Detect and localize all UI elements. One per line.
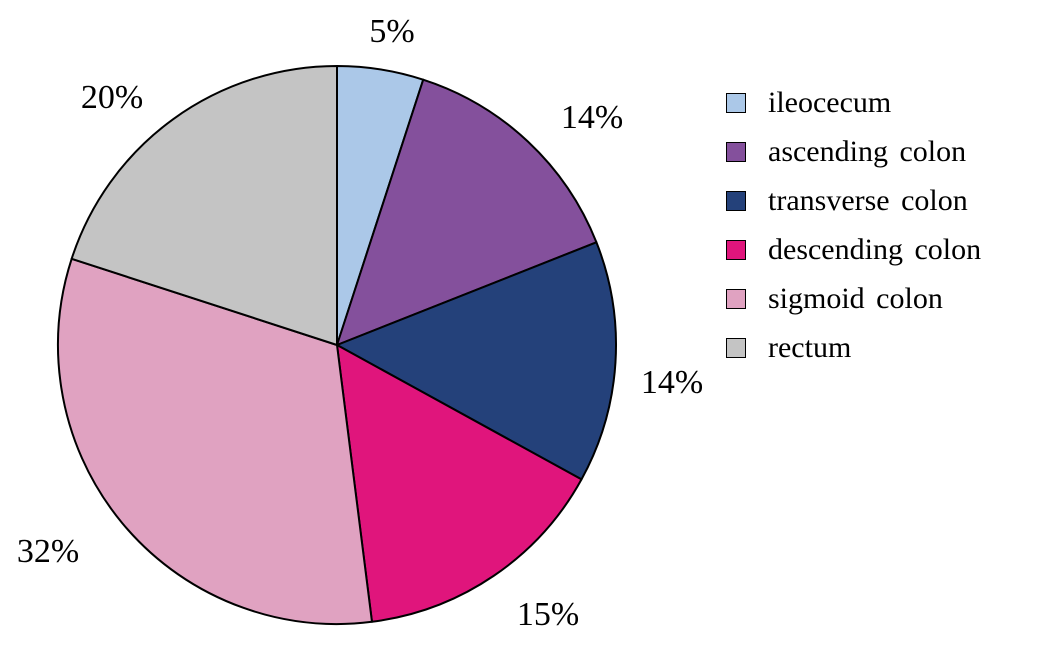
pie-slice-descending-colon (336, 344, 583, 623)
pie-slice-rectum (70, 65, 338, 346)
legend-label: descending colon (768, 232, 982, 266)
legend-label: ileocecum (768, 85, 892, 119)
data-label-transverse-colon: 14% (641, 364, 703, 401)
data-label-sigmoid-colon: 32% (17, 533, 79, 570)
data-label-ileocecum: 5% (369, 13, 414, 50)
legend-item-sigmoid-colon: sigmoid colon (726, 274, 981, 323)
pie-slice-sigmoid-colon (57, 257, 373, 625)
pie-data-labels: 5% 14% 14% 15% 32% 20% (17, 13, 703, 633)
legend-item-ileocecum: ileocecum (726, 78, 981, 127)
legend-swatch (726, 141, 746, 162)
legend-item-descending-colon: descending colon (726, 225, 981, 274)
data-label-ascending-colon: 14% (561, 99, 623, 136)
legend-swatch (726, 337, 746, 358)
pie-slices (57, 65, 617, 625)
legend-item-rectum: rectum (726, 323, 981, 372)
legend-label: sigmoid colon (768, 281, 943, 315)
legend-label: ascending colon (768, 134, 967, 168)
legend-label: rectum (768, 330, 852, 364)
legend: ileocecum ascending colon transverse colon… (726, 78, 981, 372)
pie-slice-ascending-colon (336, 78, 598, 346)
legend-swatch (726, 239, 746, 260)
legend-swatch (726, 190, 746, 211)
legend-label: transverse colon (768, 183, 968, 217)
pie-slice-transverse-colon (336, 241, 617, 481)
legend-item-ascending-colon: ascending colon (726, 127, 981, 176)
legend-swatch (726, 92, 746, 113)
data-label-descending-colon: 15% (517, 596, 579, 633)
legend-item-transverse-colon: transverse colon (726, 176, 981, 225)
legend-swatch (726, 288, 746, 309)
data-label-rectum: 20% (81, 79, 143, 116)
